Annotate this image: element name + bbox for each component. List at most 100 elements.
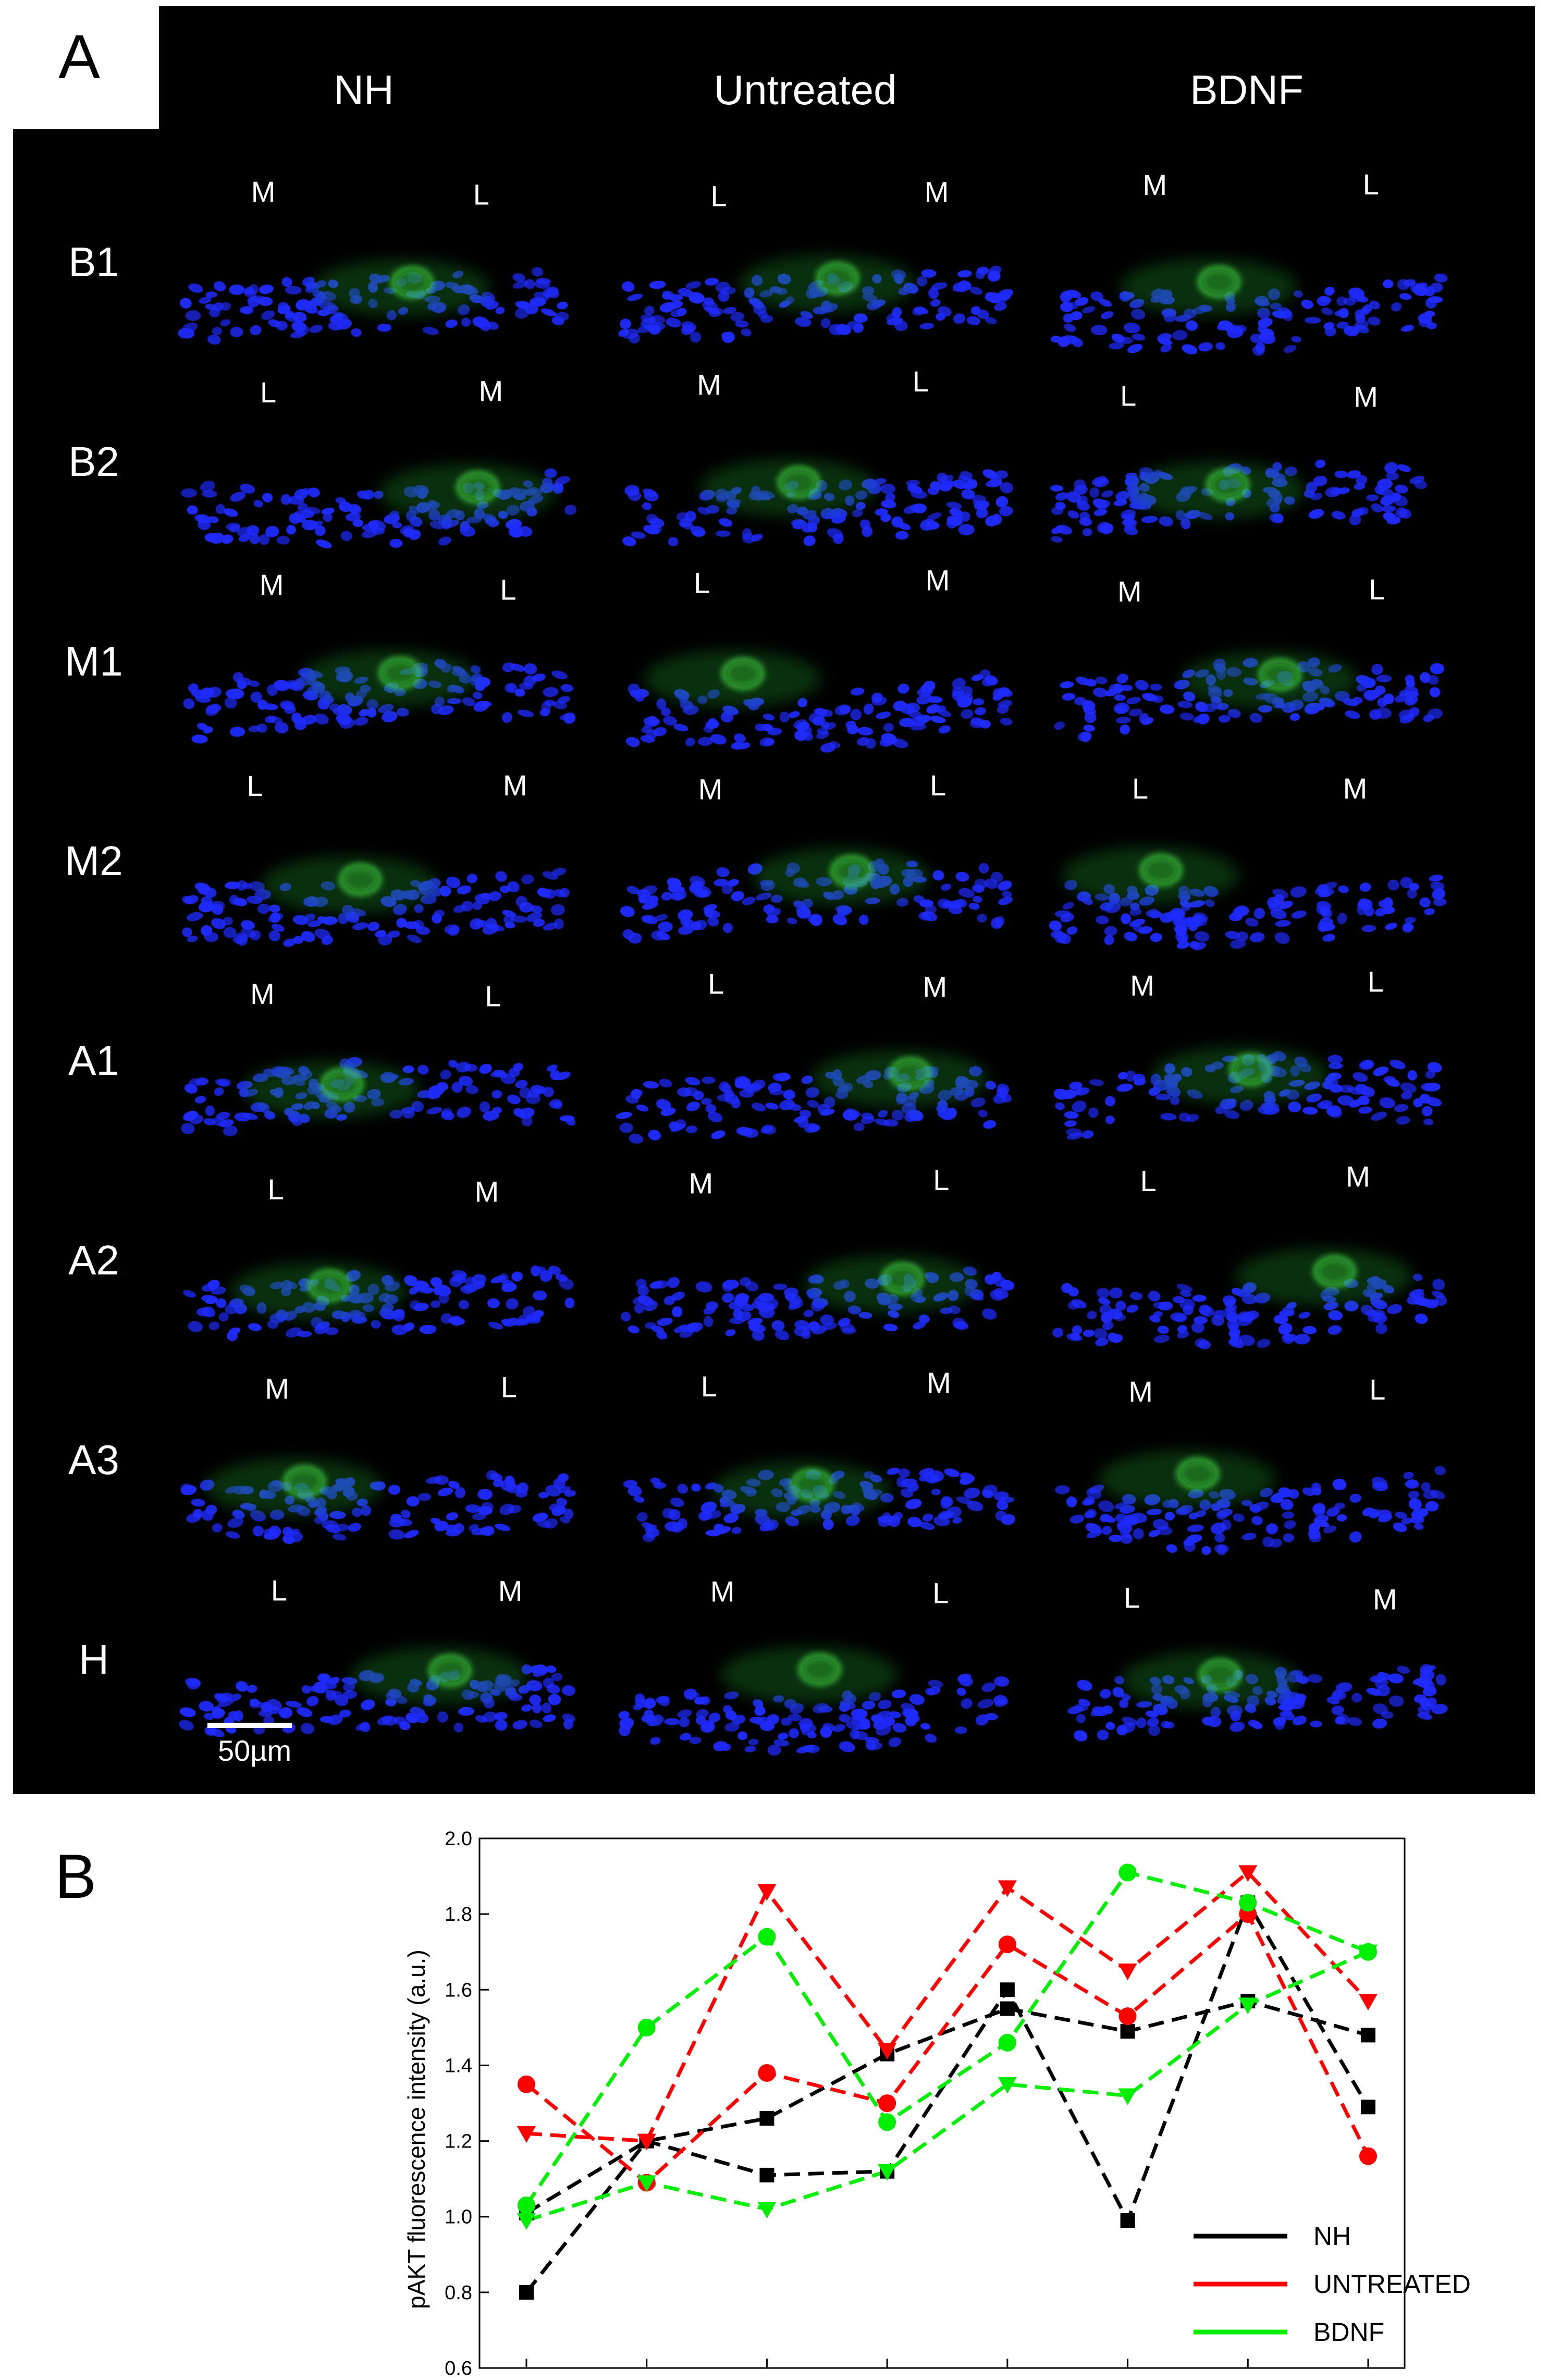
orientation-label: L [1363,168,1379,201]
orientation-label: M [927,1366,951,1399]
data-point-bdnf [1238,1997,1258,2015]
data-point-bdnf [878,2113,896,2131]
y-tick-label: 0.6 [445,2358,472,2379]
orientation-label: L [260,376,276,409]
data-point-bdnf [878,2164,897,2181]
y-axis-label: pAKT fluorescence intensity (a.u.) [403,1949,430,2309]
data-point-untreated [1118,1964,1137,1980]
data-point-untreated [758,2064,776,2082]
orientation-label: M [475,1175,499,1208]
row-label-a3: A3 [68,1437,119,1483]
orientation-label: L [485,980,501,1013]
orientation-label: M [1117,575,1142,608]
series-line-nh [525,1999,1369,2215]
legend-label-bdnf: BDNF [1313,2317,1384,2347]
data-point-nh [759,2167,775,2182]
orientation-label: L [932,1577,949,1610]
orientation-label: M [1128,1375,1153,1408]
row-label-b2: B2 [68,438,119,485]
y-tick-label: 0.8 [445,2282,472,2304]
data-point-nh [1361,2028,1375,2043]
data-point-bdnf [637,2175,656,2192]
panel-a-label: A [58,22,100,92]
orientation-label: M [923,971,948,1003]
data-point-untreated [757,1884,777,1901]
orientation-label: M [250,977,275,1010]
series-line-bdnf [525,1870,1369,2206]
orientation-label: M [1373,1582,1397,1615]
orientation-label: L [1369,1373,1385,1406]
orientation-label: L [1124,1581,1140,1614]
row-label-h: H [79,1636,109,1683]
y-tick-label: 1.4 [445,2055,472,2077]
data-point-untreated [637,2133,656,2151]
data-point-bdnf [998,2077,1017,2094]
y-tick-label: 2.0 [445,1828,472,1850]
data-point-untreated [1359,1994,1378,2011]
y-tick-label: 1.6 [445,1979,472,2001]
data-point-untreated [998,1935,1016,1954]
data-point-untreated [878,2094,896,2112]
orientation-label: M [479,375,503,408]
data-point-bdnf [518,2196,535,2214]
plot-area [478,1837,1406,2369]
data-point-bdnf [517,2213,536,2230]
data-point-bdnf [758,1928,776,1946]
scale-bar-label: 50µm [218,1734,291,1767]
data-point-nh [1120,2213,1135,2228]
row-label-m2: M2 [65,838,122,884]
orientation-label: L [710,180,727,213]
column-header-untreated: Untreated [714,67,896,113]
data-point-nh [519,2285,534,2300]
orientation-label: M [1346,1160,1370,1193]
data-point-nh [1361,2100,1375,2115]
orientation-label: L [708,967,724,1000]
data-point-bdnf [1118,2088,1137,2105]
orientation-label: M [710,1575,735,1608]
data-point-bdnf [1239,1894,1257,1912]
data-point-untreated [1359,2147,1377,2165]
legend-label-untreated: UNTREATED [1313,2269,1471,2299]
orientation-label: L [933,1163,949,1196]
orientation-label: L [271,1574,287,1607]
orientation-label: L [501,1371,517,1404]
data-point-bdnf [1118,1863,1137,1882]
panel-b-label: B [55,1842,97,1911]
series-line-untreated [525,1911,1370,2186]
data-point-untreated [878,2043,897,2060]
orientation-label: L [1120,379,1136,412]
orientation-label: M [925,175,949,208]
data-point-untreated [518,2075,535,2093]
data-point-untreated [517,2126,536,2143]
orientation-label: L [694,567,710,599]
data-point-nh [1000,2001,1015,2016]
data-point-nh [1000,1982,1015,1997]
orientation-label: L [1132,772,1148,805]
orientation-label: M [697,369,721,401]
orientation-label: M [251,175,276,208]
legend-label-nh: NH [1313,2222,1351,2251]
data-point-bdnf [1359,1944,1378,1961]
panel-label-box [0,0,159,129]
column-header-nh: NH [334,67,394,113]
row-label-m1: M1 [65,638,122,684]
scale-bar [207,1723,292,1728]
orientation-label: L [247,769,263,802]
orientation-label: L [701,1370,717,1403]
orientation-label: M [1354,380,1378,413]
